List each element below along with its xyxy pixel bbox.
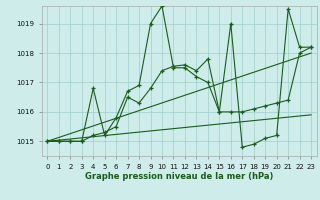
- X-axis label: Graphe pression niveau de la mer (hPa): Graphe pression niveau de la mer (hPa): [85, 172, 273, 181]
